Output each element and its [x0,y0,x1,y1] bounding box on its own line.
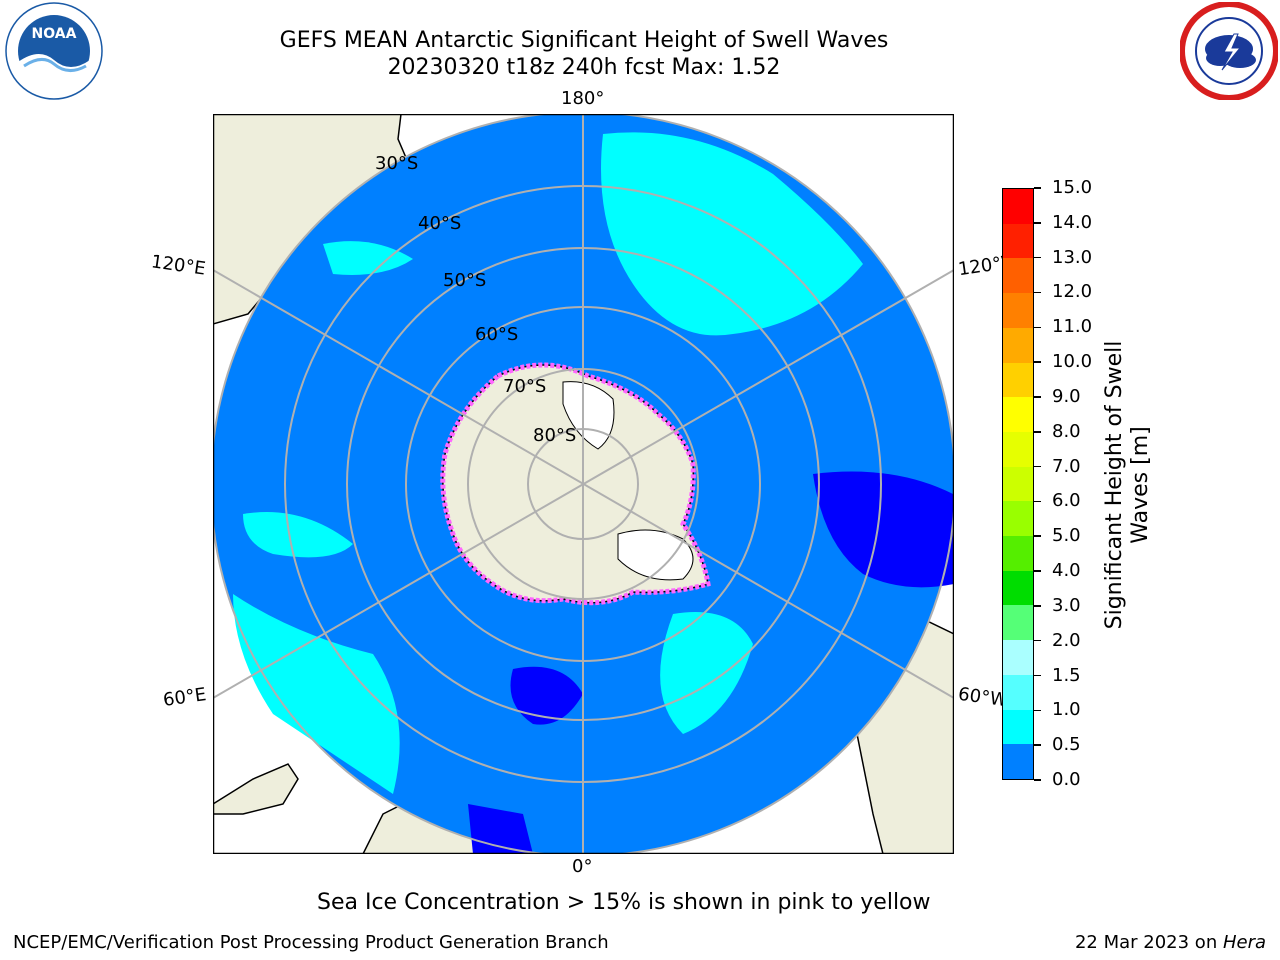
lat-label-50s: 50°S [443,270,486,291]
colorbar-tick-label: 5.0 [1052,525,1081,547]
chart-subtitle: 20230320 t18z 240h fcst Max: 1.52 [387,55,781,80]
colorbar-swatch [1003,640,1033,675]
colorbar-label: Significant Height of Swell Waves [m] [1102,340,1153,630]
graticule [213,114,954,854]
colorbar-tick-label: 4.0 [1052,560,1081,582]
colorbar-tick-mark [1034,256,1041,259]
colorbar-tick-label: 6.0 [1052,490,1081,512]
colorbar-tick-label: 9.0 [1052,385,1081,407]
colorbar-tick-mark [1034,535,1041,537]
credit-left: NCEP/EMC/Verification Post Processing Pr… [13,932,609,953]
colorbar-swatch [1003,674,1033,710]
colorbar-tick-mark [1034,431,1041,433]
colorbar-tick-label: 12.0 [1052,281,1093,303]
colorbar-swatch [1003,744,1033,779]
colorbar-swatch [1003,709,1033,745]
polar-map: 30°S 40°S 50°S 60°S 70°S 80°S [212,113,955,855]
colorbar-swatch [1003,327,1033,363]
noaa-logo-text: NOAA [32,26,77,42]
colorbar-swatch [1003,466,1033,502]
colorbar-tick-label: 14.0 [1052,211,1093,233]
colorbar-tick-mark [1034,744,1041,746]
lat-label-80s: 80°S [533,425,576,446]
lon-label-180: 180° [561,88,605,109]
colorbar-swatch [1003,570,1033,606]
colorbar-tick-mark [1034,570,1041,572]
colorbar-tick-label: 10.0 [1052,351,1093,373]
lat-label-60s: 60°S [475,324,518,345]
lon-label-0: 0° [572,856,593,877]
colorbar-tick-mark [1034,709,1041,712]
colorbar-tick-label: 1.0 [1052,699,1081,721]
colorbar-tick-label: 7.0 [1052,455,1081,477]
colorbar-tick-mark [1034,187,1041,189]
colorbar-swatch [1003,258,1033,294]
colorbar-swatch [1003,397,1033,432]
colorbar-swatch [1003,536,1033,571]
colorbar-swatch [1003,605,1033,641]
lon-label-120e: 120°E [149,251,207,280]
nws-logo-icon [1179,1,1279,101]
colorbar-tick-mark [1034,361,1041,363]
colorbar-tick-mark [1034,291,1041,294]
land-madagascar [213,763,299,815]
lon-label-60e: 60°E [161,684,208,711]
colorbar-tick-label: 15.0 [1052,177,1093,198]
sea-ice-note: Sea Ice Concentration > 15% is shown in … [317,890,931,915]
lat-label-30s: 30°S [375,153,418,174]
colorbar-tick-label: 3.0 [1052,594,1081,616]
colorbar-swatch [1003,501,1033,537]
colorbar-swatch [1003,189,1033,224]
colorbar-tick-label: 0.5 [1052,734,1081,756]
colorbar-tick-mark [1034,674,1041,677]
colorbar-swatch [1003,431,1033,467]
lat-label-40s: 40°S [418,213,461,234]
noaa-logo-icon: NOAA [4,2,104,100]
colorbar-swatch [1003,223,1033,259]
colorbar-tick-label: 13.0 [1052,246,1093,268]
colorbar-tick-mark [1034,396,1041,398]
lat-label-70s: 70°S [503,376,546,397]
colorbar-swatch [1003,362,1033,398]
colorbar-tick-label: 2.0 [1052,629,1081,651]
colorbar-tick-mark [1034,465,1041,468]
colorbar-tick-mark [1034,779,1041,781]
colorbar-tick-mark [1034,326,1041,329]
colorbar-tick-mark [1034,605,1041,607]
colorbar-tick-label: 1.5 [1052,664,1081,686]
credit-right: 22 Mar 2023 on Hera [1074,932,1266,953]
colorbar-tick-label: 0.0 [1052,769,1081,790]
colorbar-tick-mark [1034,639,1041,642]
colorbar-tick-label: 11.0 [1052,316,1093,338]
colorbar-swatch [1003,293,1033,328]
colorbar-tick-mark [1034,222,1041,224]
colorbar-tick-label: 8.0 [1052,420,1081,442]
chart-title: GEFS MEAN Antarctic Significant Height o… [279,28,889,53]
colorbar [1002,188,1034,780]
colorbar-tick-mark [1034,500,1041,503]
